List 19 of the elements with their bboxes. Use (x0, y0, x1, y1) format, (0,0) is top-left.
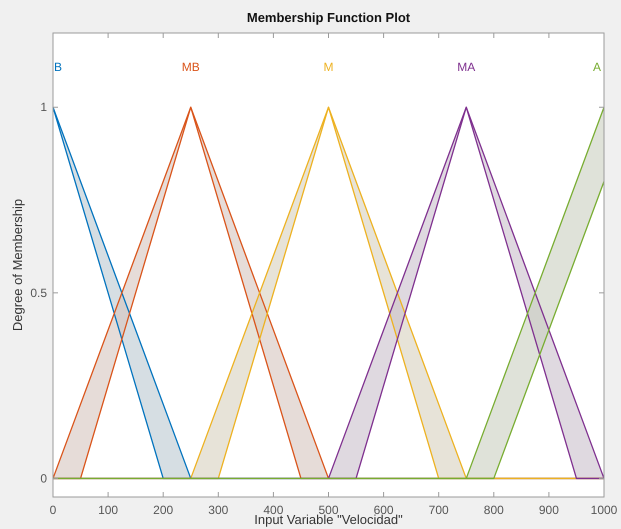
x-tick-label: 200 (153, 503, 174, 517)
x-tick-label: 800 (484, 503, 504, 517)
x-tick-label: 900 (538, 503, 560, 517)
y-tick-label: 1 (40, 100, 48, 114)
annotation: A (592, 60, 601, 74)
y-axis-title: Degree of Membership (10, 198, 25, 332)
annotation: MB (182, 60, 200, 74)
x-tick-label: 300 (208, 503, 229, 517)
annotation: MA (457, 60, 476, 74)
x-tick-label: 100 (98, 503, 118, 517)
y-tick-label: 0.5 (30, 286, 48, 300)
annotation: B (54, 60, 62, 74)
y-tick-label: 0 (40, 471, 48, 486)
annotation: M (324, 60, 334, 74)
x-tick-label: 1000 (590, 503, 618, 517)
x-tick-label: 400 (263, 503, 284, 517)
chart-title: Membership Function Plot (246, 10, 411, 25)
x-tick-label: 700 (428, 503, 450, 517)
x-tick-label: 0 (50, 503, 57, 517)
